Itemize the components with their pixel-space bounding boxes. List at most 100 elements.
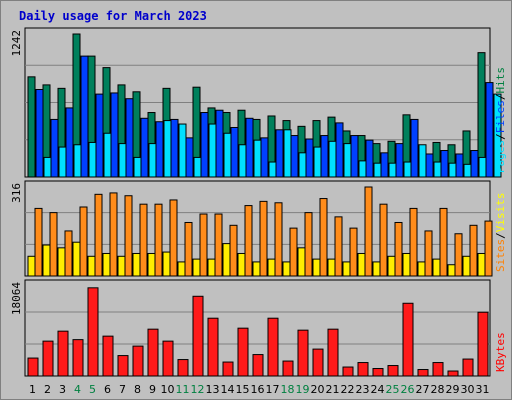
bar-visits-day-28: [439, 207, 448, 277]
bar-pages-day-8: [148, 143, 157, 178]
bar-files-day-19: [305, 138, 314, 178]
bar-sites-day-20: [312, 258, 321, 277]
bar-kbytes-day-31: [477, 311, 489, 377]
bar-files-day-28: [440, 150, 449, 178]
bar-files-day-12: [200, 112, 209, 178]
bar-kbytes-day-8: [132, 345, 144, 377]
x-label-day-19: 19: [296, 383, 310, 396]
bar-files-day-7: [125, 98, 134, 178]
bar-pages-day-29: [463, 163, 472, 178]
bar-files-day-3: [65, 107, 74, 178]
bar-sites-day-25: [387, 255, 396, 277]
bar-kbytes-day-12: [192, 295, 204, 377]
bar-kbytes-day-23: [357, 362, 369, 377]
bar-sites-day-29: [447, 264, 456, 277]
bar-sites-day-10: [162, 251, 171, 277]
x-label-day-26: 26: [401, 383, 415, 396]
x-label-day-5: 5: [89, 383, 96, 396]
legend-visits: Visits: [494, 193, 507, 233]
bar-pages-day-3: [73, 144, 82, 178]
x-label-day-11: 11: [176, 383, 190, 396]
bar-visits-day-15: [244, 205, 253, 277]
bar-kbytes-day-4: [72, 339, 84, 377]
bar-pages-day-4: [88, 141, 97, 178]
bar-kbytes-day-11: [177, 359, 189, 377]
x-label-day-18: 18: [281, 383, 295, 396]
bar-visits-day-3: [64, 230, 73, 277]
bar-files-day-31: [485, 82, 494, 178]
bar-visits-day-5: [94, 193, 103, 277]
bar-kbytes-day-24: [372, 368, 384, 377]
bar-pages-day-10: [178, 123, 187, 178]
bar-visits-day-11: [184, 221, 193, 277]
bar-sites-day-17: [267, 258, 276, 277]
bar-kbytes-day-6: [102, 335, 114, 377]
bar-files-day-16: [260, 137, 269, 178]
chart-title: Daily usage for March 2023: [19, 9, 207, 23]
bar-files-day-2: [50, 118, 59, 178]
bar-kbytes-day-26: [402, 302, 414, 377]
bar-visits-day-7: [124, 195, 133, 277]
x-label-day-20: 20: [311, 383, 325, 396]
bar-kbytes-day-7: [117, 355, 129, 377]
bar-files-day-25: [395, 143, 404, 178]
x-label-day-21: 21: [326, 383, 340, 396]
bar-pages-day-9: [163, 120, 172, 178]
bar-pages-day-31: [493, 93, 502, 178]
bar-pages-day-18: [298, 152, 307, 178]
bar-files-day-10: [170, 118, 179, 178]
bar-files-day-18: [290, 135, 299, 178]
bar-visits-day-14: [229, 224, 238, 277]
bar-visits-day-20: [319, 198, 328, 277]
bar-visits-day-8: [139, 203, 148, 277]
bar-pages-day-25: [403, 161, 412, 178]
legend-separator: /: [494, 94, 507, 101]
bar-sites-day-28: [432, 258, 441, 277]
bar-files-day-27: [425, 153, 434, 178]
bar-pages-day-1: [43, 156, 52, 178]
bar-kbytes-day-14: [222, 361, 234, 377]
bar-sites-day-16: [252, 261, 261, 277]
y-max-label: 316: [10, 183, 23, 203]
bar-sites-day-23: [357, 252, 366, 277]
bar-kbytes-day-21: [327, 328, 339, 377]
bar-sites-day-18: [282, 261, 291, 277]
bar-files-day-22: [350, 135, 359, 178]
bar-pages-day-15: [253, 139, 262, 178]
bar-kbytes-day-30: [462, 358, 474, 377]
bar-visits-day-23: [364, 186, 373, 277]
bar-visits-day-31: [484, 220, 493, 277]
x-label-day-1: 1: [29, 383, 36, 396]
bar-kbytes-day-20: [312, 348, 324, 377]
x-label-day-22: 22: [341, 383, 355, 396]
bar-sites-day-14: [222, 243, 231, 277]
legend-separator: /: [494, 133, 507, 140]
legend-kbytes: KBytes: [494, 332, 507, 372]
side-legend-visits-sites: Sites/Visits: [494, 193, 507, 273]
x-label-day-10: 10: [161, 383, 175, 396]
bar-sites-day-19: [297, 247, 306, 277]
bar-pages-day-12: [208, 123, 217, 178]
bar-sites-day-15: [237, 252, 246, 277]
bar-kbytes-day-16: [252, 354, 264, 377]
bar-kbytes-day-18: [282, 360, 294, 377]
bar-sites-day-27: [417, 261, 426, 277]
bar-kbytes-day-2: [42, 340, 54, 377]
bar-files-day-9: [155, 121, 164, 178]
x-label-day-16: 16: [251, 383, 265, 396]
bar-files-day-20: [320, 135, 329, 178]
bar-pages-day-30: [478, 156, 487, 178]
bar-pages-day-17: [283, 129, 292, 178]
legend-pages: Pages: [494, 140, 507, 173]
bar-pages-day-13: [223, 132, 232, 178]
x-label-day-4: 4: [74, 383, 81, 396]
bar-files-day-21: [335, 122, 344, 178]
bar-kbytes-day-3: [57, 330, 69, 377]
x-label-day-6: 6: [104, 383, 111, 396]
bar-visits-day-18: [289, 227, 298, 277]
bar-sites-day-26: [402, 252, 411, 277]
bar-visits-day-1: [34, 207, 43, 277]
bar-sites-day-1: [27, 255, 36, 277]
bar-visits-day-2: [49, 212, 58, 277]
